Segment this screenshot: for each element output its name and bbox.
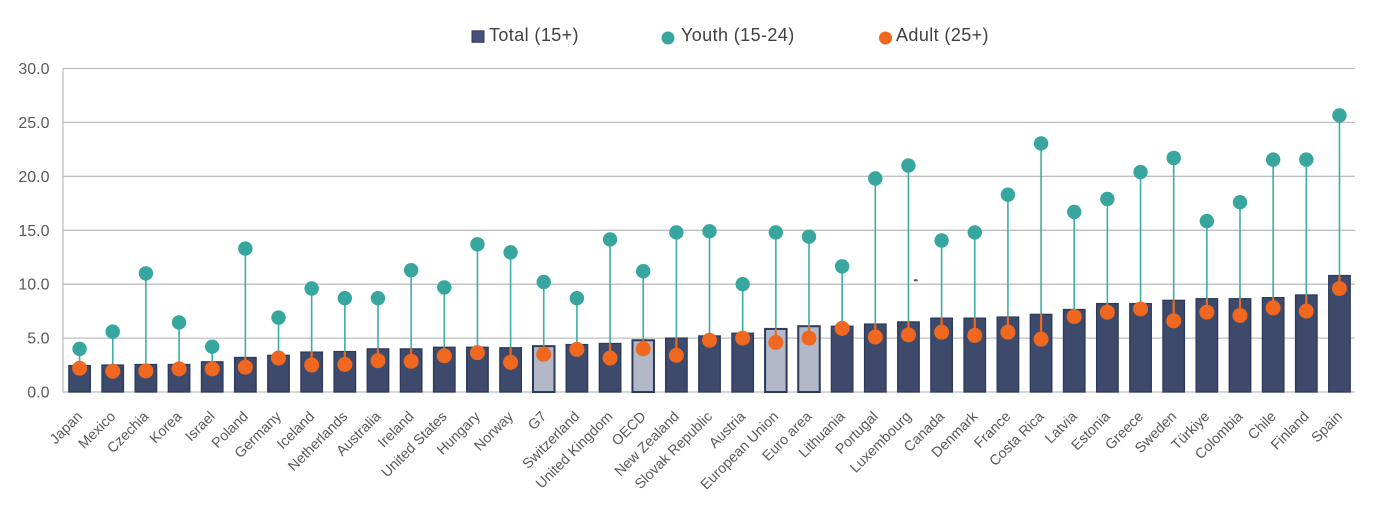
svg-text:5.0: 5.0 xyxy=(27,331,49,348)
svg-text:30.0: 30.0 xyxy=(18,61,49,78)
svg-text:Youth (15-24): Youth (15-24) xyxy=(681,25,795,45)
svg-text:0.0: 0.0 xyxy=(27,385,49,402)
svg-text:25.0: 25.0 xyxy=(18,115,49,132)
svg-text:10.0: 10.0 xyxy=(18,277,49,294)
svg-text:Total (15+): Total (15+) xyxy=(489,25,579,45)
svg-text:15.0: 15.0 xyxy=(18,223,49,240)
svg-text:20.0: 20.0 xyxy=(18,169,49,186)
svg-text:Adult (25+): Adult (25+) xyxy=(896,25,989,45)
